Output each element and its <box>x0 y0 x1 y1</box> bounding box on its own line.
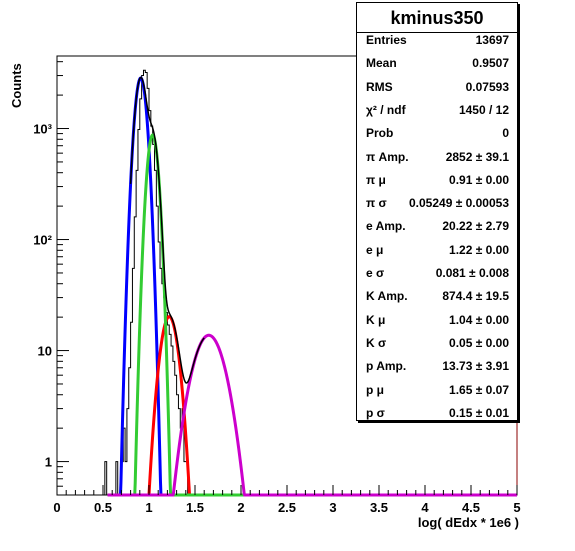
stats-label: e Amp. <box>366 219 406 234</box>
x-tick-label: 1.5 <box>186 500 204 515</box>
stats-label: π σ <box>366 196 387 211</box>
x-tick-label: 3 <box>329 500 336 515</box>
stats-label: K Amp. <box>366 289 408 304</box>
x-tick-label: 0 <box>53 500 60 515</box>
fit-curve-p <box>107 333 517 497</box>
stats-value: 20.22 ± 2.79 <box>442 219 509 234</box>
stats-row: RMS 0.07593 <box>357 77 517 100</box>
stats-value: 1.22 ± 0.00 <box>449 242 509 257</box>
stats-value: 0.081 ± 0.008 <box>435 266 509 280</box>
stats-label: Entries <box>366 33 407 47</box>
axes: 0 0.5 1 1.5 2 2.5 3 3.5 4 4.5 5 1 10 10² 10³ <box>33 61 521 515</box>
fit-curves <box>107 76 517 497</box>
stats-value: 0.05 ± 0.00 <box>449 335 509 350</box>
stats-value: 1.65 ± 0.07 <box>449 382 509 397</box>
stats-label: e μ <box>366 242 384 257</box>
stats-row: K μ 1.04 ± 0.00 <box>357 310 517 333</box>
y-tick-label: 10³ <box>33 122 52 137</box>
histogram-outline <box>93 69 194 496</box>
histogram <box>93 69 194 496</box>
x-tick-label: 3.5 <box>370 500 388 515</box>
stats-label: K σ <box>366 335 387 350</box>
x-tick-label: 0.5 <box>94 500 112 515</box>
y-axis-label: Counts <box>9 63 24 108</box>
stats-row: Mean 0.9507 <box>357 53 517 76</box>
x-tick-label: 4 <box>421 500 429 515</box>
y-tick-label: 1 <box>45 455 52 470</box>
stats-value: 1.04 ± 0.00 <box>449 312 509 327</box>
stats-row: π μ 0.91 ± 0.00 <box>357 170 517 193</box>
stats-label: e σ <box>366 266 385 280</box>
stats-row: e Amp. 20.22 ± 2.79 <box>357 216 517 239</box>
stats-value: 0.91 ± 0.00 <box>449 172 509 187</box>
stats-value: 874.4 ± 19.5 <box>442 289 509 304</box>
y-tick-label: 10² <box>33 233 52 248</box>
stats-row: χ² / ndf 1450 / 12 <box>357 100 517 123</box>
fit-curve-total <box>129 76 205 384</box>
stats-value: 0.07593 <box>465 79 509 94</box>
x-tick-label: 5 <box>513 500 520 515</box>
stats-label: p σ <box>366 405 385 420</box>
stats-label: π Amp. <box>366 149 409 164</box>
stats-value: 0.15 ± 0.01 <box>449 405 509 420</box>
x-tick-label: 2 <box>237 500 244 515</box>
stats-box: kminus350 Entries 13697 Mean 0.9507 RMS 0.075… <box>356 2 518 421</box>
stats-row: e σ 0.081 ± 0.008 <box>357 263 517 286</box>
stats-row: π Amp. 2852 ± 39.1 <box>357 147 517 170</box>
stats-label: RMS <box>366 79 393 94</box>
stats-row: K σ 0.05 ± 0.00 <box>357 333 517 356</box>
stats-label: p μ <box>366 382 385 397</box>
stats-row: K Amp. 874.4 ± 19.5 <box>357 286 517 309</box>
stats-value: 0 <box>502 126 509 141</box>
stats-row: p σ 0.15 ± 0.01 <box>357 403 517 426</box>
x-tick-label: 1 <box>145 500 152 515</box>
stats-value: 13697 <box>475 33 509 47</box>
stats-label: Prob <box>366 126 394 141</box>
stats-title: kminus350 <box>357 3 517 33</box>
stats-value: 1450 / 12 <box>458 102 509 117</box>
stats-label: Mean <box>366 56 397 71</box>
y-tick-label: 10 <box>38 344 52 359</box>
stats-value: 0.05249 ± 0.00053 <box>408 196 509 211</box>
stats-value: 0.9507 <box>472 56 509 71</box>
stats-row: p μ 1.65 ± 0.07 <box>357 380 517 403</box>
stats-row: p Amp. 13.73 ± 3.91 <box>357 356 517 379</box>
stats-row: Prob 0 <box>357 123 517 146</box>
x-axis-label: log( dEdx * 1e6 ) <box>418 515 519 530</box>
stats-row: Entries 13697 <box>357 30 517 53</box>
stats-label: χ² / ndf <box>366 102 406 117</box>
stats-label: p Amp. <box>366 359 407 374</box>
x-tick-label: 2.5 <box>278 500 296 515</box>
stats-value: 2852 ± 39.1 <box>445 149 509 164</box>
stats-value: 13.73 ± 3.91 <box>442 359 509 374</box>
stats-label: π μ <box>366 172 386 187</box>
stats-row: e μ 1.22 ± 0.00 <box>357 240 517 263</box>
x-tick-label: 4.5 <box>462 500 480 515</box>
stats-row: π σ 0.05249 ± 0.00053 <box>357 193 517 216</box>
stats-label: K μ <box>366 312 386 327</box>
